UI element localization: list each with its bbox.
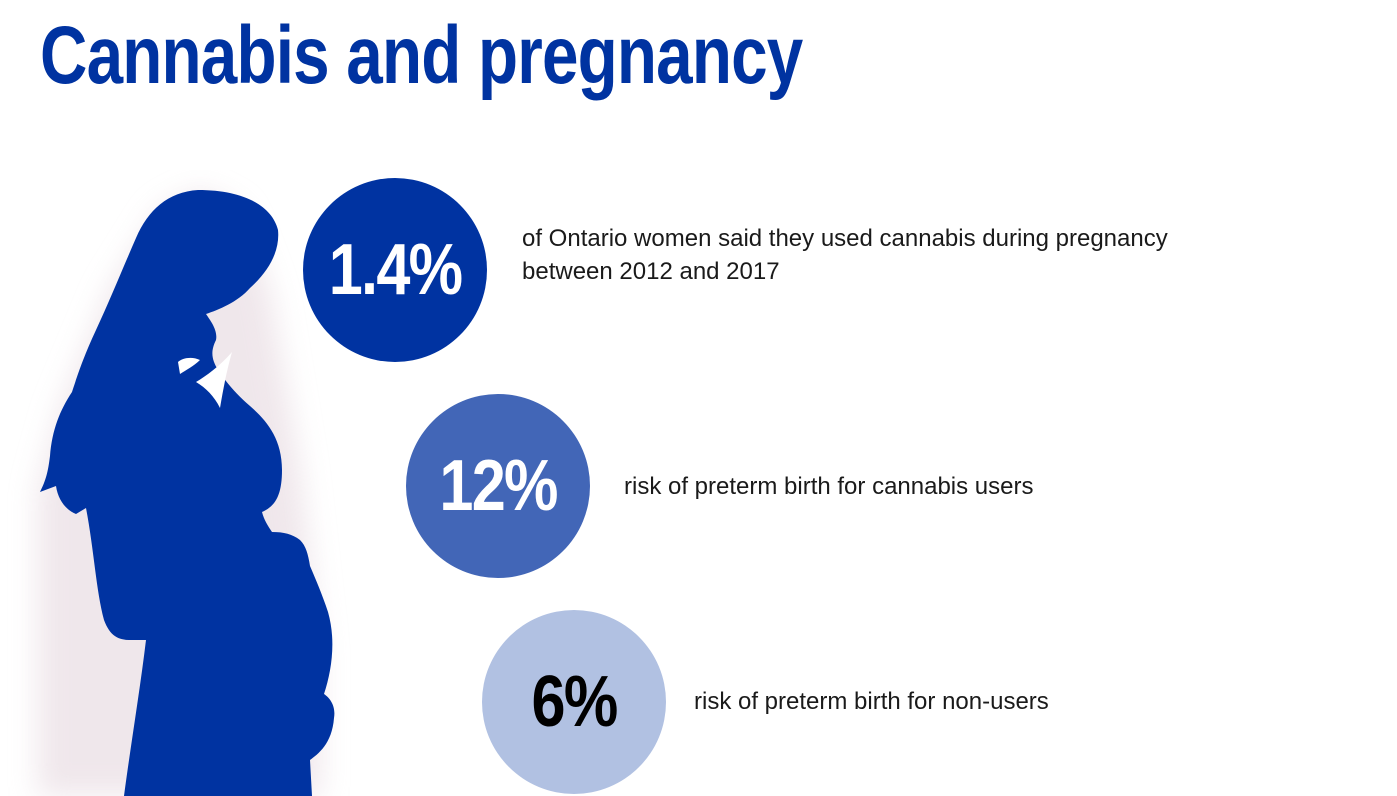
pregnant-woman-silhouette-icon [38, 190, 335, 796]
stat-description-1: of Ontario women said they used cannabis… [522, 222, 1168, 288]
page-title: Cannabis and pregnancy [40, 10, 803, 101]
stat-description-3: risk of preterm birth for non-users [694, 685, 1049, 718]
stat-description-1-line-1: of Ontario women said they used cannabis… [522, 225, 1168, 252]
stat-circle-3: 6% [482, 610, 666, 794]
stat-description-1-line-2: between 2012 and 2017 [522, 258, 780, 285]
stat-circle-1: 1.4% [303, 178, 487, 362]
stat-value-1: 1.4% [328, 230, 463, 310]
stat-description-2-line-1: risk of preterm birth for cannabis users [624, 473, 1034, 500]
stat-description-3-line-1: risk of preterm birth for non-users [694, 688, 1049, 715]
stat-description-2: risk of preterm birth for cannabis users [624, 470, 1034, 503]
stat-value-3: 6% [531, 662, 618, 742]
stat-value-2: 12% [439, 446, 558, 526]
stat-circle-2: 12% [406, 394, 590, 578]
